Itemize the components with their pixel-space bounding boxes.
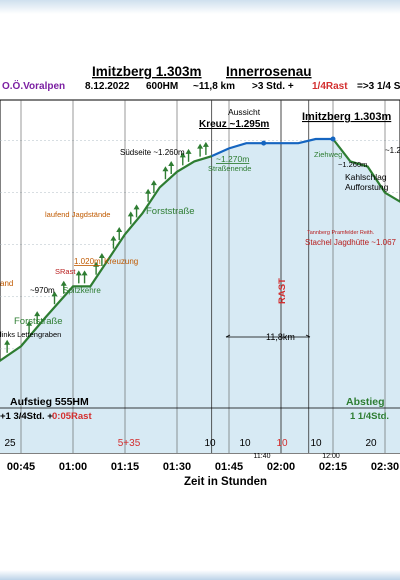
- ascent-arrow-head: [168, 161, 175, 167]
- ascent-arrow-head: [75, 270, 82, 276]
- bottom-gradient-bar: [0, 570, 400, 580]
- label-lettengraben: links Lettengraben: [0, 330, 61, 339]
- label-tannberg: Tannberg Pramfelder Reith.: [307, 230, 375, 236]
- top-gradient-bar: [0, 0, 400, 14]
- ascent-arrow-head: [133, 204, 140, 210]
- label-forststrasse-left: Forststraße: [14, 316, 63, 327]
- label-ziehweg: Ziehweg: [314, 150, 342, 159]
- ascent-rast: 0:05Rast: [52, 411, 92, 422]
- label-1020: 1.020m: [74, 257, 101, 266]
- x-small-tick-label: 11:40: [254, 453, 271, 460]
- x-tick-label: 00:45: [7, 461, 35, 473]
- header-time: >3 Std. +: [252, 81, 294, 92]
- ascent-arrow-head: [145, 188, 152, 194]
- vertical-gridlines: [20, 100, 386, 453]
- ascent-arrow-head: [4, 339, 11, 345]
- header-distance: ~11,8 km: [193, 81, 235, 92]
- x-axis-title: Zeit in Stunden: [184, 476, 267, 488]
- title-secondary: Innerrosenau: [226, 64, 312, 79]
- label-jagdhuette: Stachel Jagdhütte ~1.067: [305, 238, 397, 247]
- ascent-arrow-head: [81, 270, 88, 276]
- label-kahlschlag: Kahlschlag: [345, 172, 387, 182]
- profile-markers: [261, 136, 336, 146]
- label-jagdstaende: laufend Jagdstände: [45, 210, 110, 219]
- label-1260-right: ~1.260m: [338, 160, 367, 169]
- header-rast: 1/4Rast: [312, 81, 348, 92]
- label-strassenende: Straßenende: [208, 164, 251, 173]
- segment-duration: 5+35: [118, 438, 141, 449]
- segment-duration: 10: [276, 438, 288, 449]
- label-srast: SRast: [55, 267, 76, 276]
- header-region: O.Ö.Voralpen: [2, 79, 65, 92]
- profile-line-ridge: [211, 137, 333, 158]
- ascent-arrow-head: [51, 291, 58, 297]
- label-and: and: [0, 279, 13, 288]
- label-127-right: ~1.27: [385, 146, 400, 155]
- descent-label: Abstieg: [346, 396, 385, 408]
- label-aufforstung: Aufforstung: [345, 182, 389, 192]
- ascent-arrow-head: [127, 211, 134, 217]
- ascent-arrow-head: [162, 166, 169, 172]
- header-hm: 600HM: [146, 81, 178, 92]
- segment-durations: 25 5+35 10 10 10 10 20: [4, 438, 377, 449]
- distance-arrow-line-right: [305, 334, 311, 338]
- ascent-arrow-head: [34, 311, 41, 317]
- ascent-arrow-head: [110, 235, 117, 241]
- ascent-arrow-head: [179, 152, 186, 158]
- label-summit: Imitzberg 1.303m: [302, 111, 391, 123]
- x-tick-label: 02:30: [371, 461, 399, 473]
- ascent-arrow-head: [197, 143, 204, 149]
- profile-line-descent: [332, 138, 400, 203]
- label-suedseite: Südseite ~1.260m: [120, 148, 185, 157]
- x-tick-label: 01:15: [111, 461, 139, 473]
- title-main: Imitzberg 1.303m: [92, 64, 202, 79]
- label-kreuz: Kreuz ~1.295m: [199, 119, 269, 130]
- ascent-arrow-head: [26, 320, 33, 326]
- segment-duration: 10: [310, 438, 322, 449]
- ascent-arrow-head: [60, 280, 67, 286]
- x-tick-label: 01:00: [59, 461, 87, 473]
- ascent-arrow-head: [98, 253, 105, 259]
- label-kreuzung: Kreuzung: [104, 257, 138, 266]
- profile-marker: [330, 136, 336, 142]
- profile-marker: [261, 140, 267, 146]
- x-tick-label: 02:00: [267, 461, 295, 473]
- ascent-label: Aufstieg 555HM: [10, 396, 89, 408]
- header-total: =>3 1/4 S: [357, 81, 400, 92]
- label-aussicht: Aussicht: [228, 107, 261, 117]
- label-1270: ~1.270m: [216, 154, 249, 164]
- ascent-arrow-head: [93, 261, 100, 267]
- ascent-time: +1 3/4Std. +: [0, 411, 53, 422]
- ascent-arrows: [4, 141, 209, 353]
- segment-duration: 25: [4, 438, 16, 449]
- ascent-arrow-head: [116, 226, 123, 232]
- descent-time: 1 1/4Std.: [350, 411, 389, 422]
- ascent-arrow-head: [150, 180, 157, 186]
- distance-arrow-line-left: [225, 334, 231, 338]
- x-small-tick-label: 12:00: [322, 453, 340, 460]
- label-spitzkehre: Spitzkehre: [63, 286, 101, 295]
- segment-duration: 10: [239, 438, 251, 449]
- segment-duration: 20: [365, 438, 377, 449]
- ascent-arrow-head: [185, 148, 192, 154]
- x-tick-label: 01:30: [163, 461, 191, 473]
- x-tick-label: 02:15: [319, 461, 347, 473]
- profile-line-ascent: [0, 155, 212, 363]
- label-970: ~970m: [30, 286, 55, 295]
- x-axis-ticks: 00:45 01:00 01:15 01:30 01:45 02:00 02:15 02:30…: [7, 453, 399, 473]
- header-date: 8.12.2022: [85, 81, 130, 92]
- x-tick-label: 01:45: [215, 461, 243, 473]
- segment-duration: 10: [204, 438, 216, 449]
- label-forststrasse-mid: Forststraße: [146, 206, 195, 217]
- label-rast-vertical: RAST: [277, 278, 288, 304]
- profile-area: [0, 139, 400, 453]
- ascent-arrow-head: [202, 141, 209, 147]
